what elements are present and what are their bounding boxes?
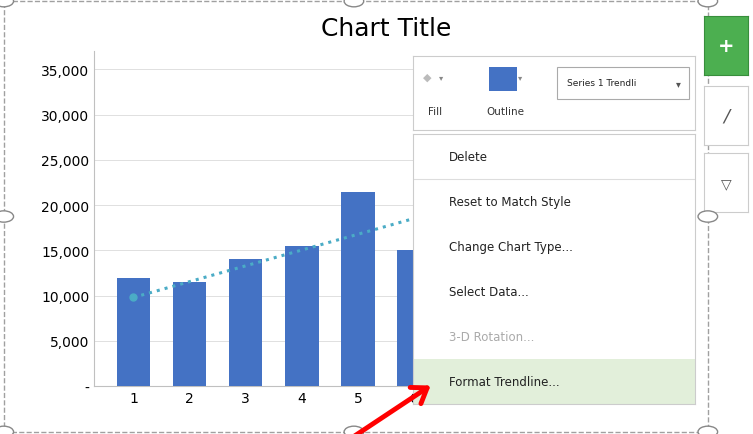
- Text: 3-D Rotation...: 3-D Rotation...: [450, 330, 535, 343]
- Text: ▾: ▾: [439, 72, 443, 82]
- FancyBboxPatch shape: [413, 359, 695, 404]
- Bar: [509, 368, 543, 386]
- Text: ◆: ◆: [422, 72, 431, 82]
- Text: ▾: ▾: [518, 72, 522, 82]
- Bar: [397, 251, 431, 386]
- Text: Fill: Fill: [428, 107, 442, 117]
- Title: Chart Title: Chart Title: [321, 16, 451, 40]
- Text: /: /: [723, 107, 729, 125]
- Text: ▽: ▽: [721, 176, 731, 191]
- Text: ▾: ▾: [675, 79, 681, 89]
- Text: +: +: [718, 37, 734, 56]
- Text: Delete: Delete: [450, 151, 489, 164]
- Text: Change Chart Type...: Change Chart Type...: [450, 240, 573, 253]
- FancyBboxPatch shape: [489, 68, 517, 92]
- Bar: [566, 147, 599, 386]
- Text: Reset to Match Style: Reset to Match Style: [450, 195, 572, 208]
- Bar: [285, 246, 319, 386]
- Bar: [229, 260, 263, 386]
- Bar: [341, 192, 375, 386]
- Bar: [621, 368, 655, 386]
- Text: Outline: Outline: [487, 107, 525, 117]
- FancyBboxPatch shape: [556, 67, 689, 100]
- Text: Series 1 Trendli: Series 1 Trendli: [566, 79, 636, 88]
- Text: Select Data...: Select Data...: [450, 285, 529, 298]
- Bar: [117, 278, 151, 386]
- Bar: [172, 283, 206, 386]
- Text: Format Trendline...: Format Trendline...: [450, 375, 560, 388]
- Bar: [453, 147, 487, 386]
